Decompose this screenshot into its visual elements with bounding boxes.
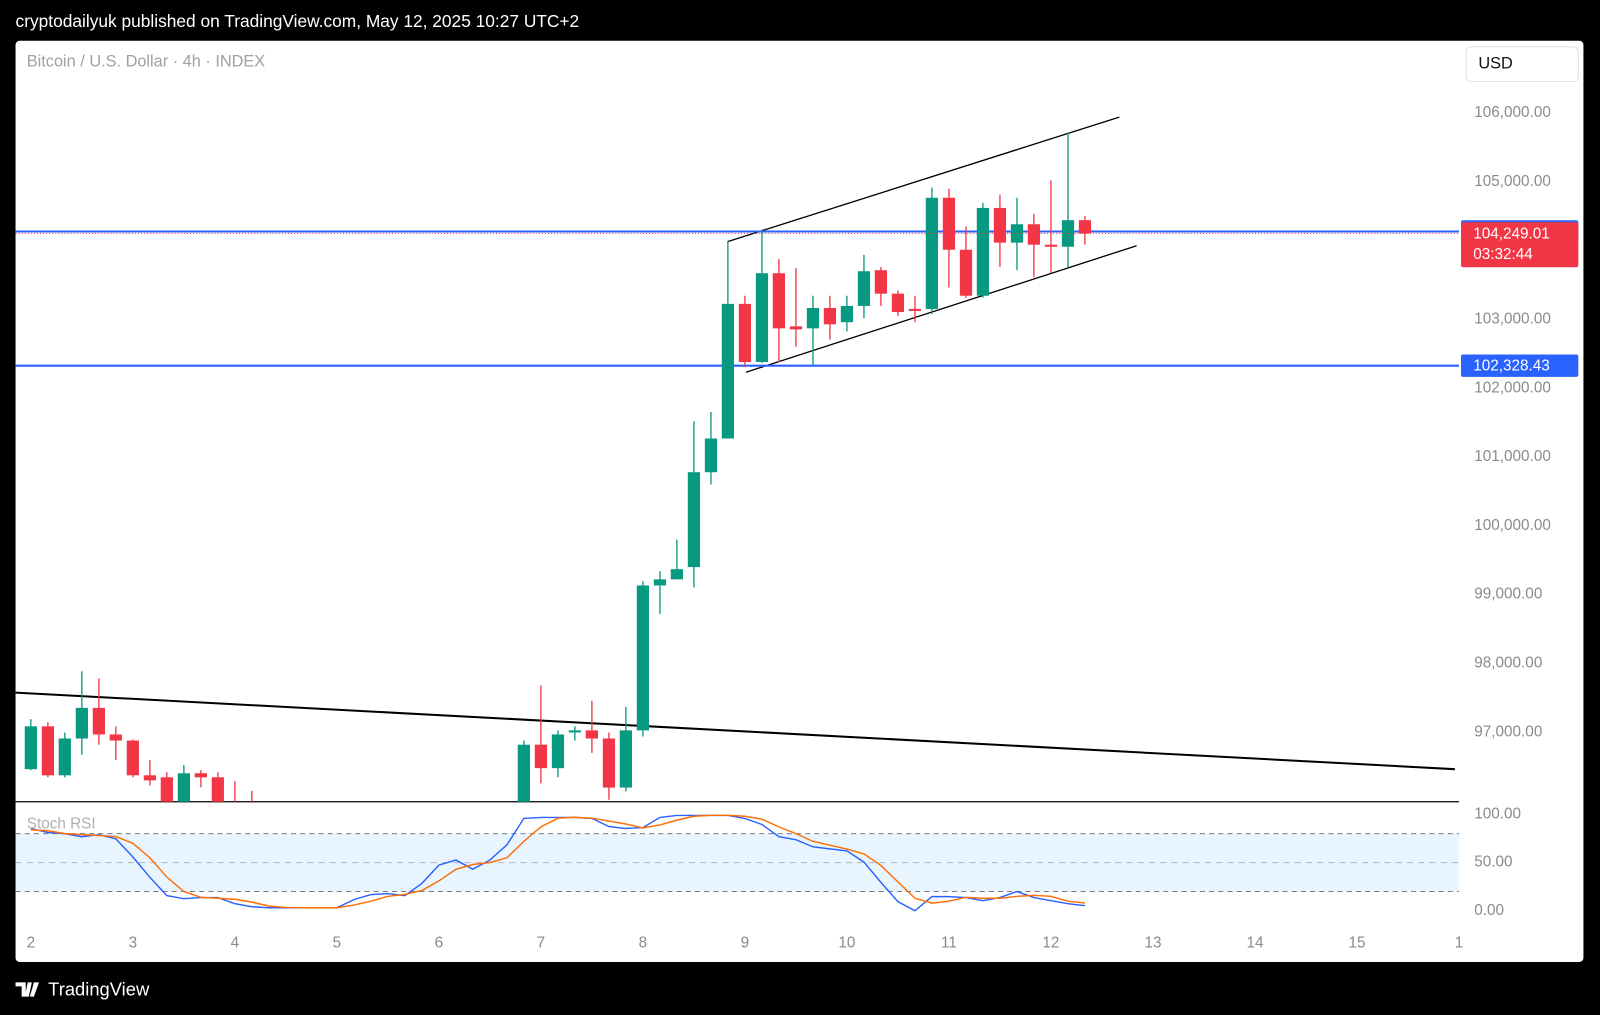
axes: 97,000.0098,000.0099,000.00100,000.00101… [27,104,1579,952]
x-tick-label: 8 [639,935,648,952]
stoch-y-tick-label: 50.00 [1474,854,1512,871]
x-tick-label: 15 [1348,935,1365,952]
candle-body [755,273,769,362]
candle-body [704,438,718,473]
chart-title: Bitcoin / U.S. Dollar · 4h · INDEX [27,53,266,71]
x-tick-label: 7 [537,935,546,952]
chart-panel [15,40,1584,962]
stoch-pane [15,814,1459,912]
y-tick-label: 99,000.00 [1474,586,1542,603]
x-tick-label: 12 [1042,935,1059,952]
candle-body [194,773,208,778]
candle-body [670,569,683,580]
x-tick-label: 13 [1144,935,1161,952]
candle-body [806,307,820,329]
candle-body [772,273,786,329]
x-tick-label: 5 [333,935,342,952]
x-tick-label: 6 [435,935,444,952]
candle-body [211,777,224,802]
candle-body [1027,224,1041,245]
candle-body [874,270,888,294]
price-line-tag [1461,354,1579,377]
candle-body [126,740,139,776]
tradingview-logo [15,982,40,997]
y-tick-label: 106,000.00 [1474,104,1551,121]
candle-body [568,730,581,733]
candle-body [92,707,106,735]
candle-body [636,585,650,731]
candle-body [976,207,990,296]
stoch-y-tick-label: 0.00 [1474,902,1504,919]
candle-body [109,734,122,741]
x-tick-label: 14 [1246,935,1264,952]
candle-body [160,777,173,802]
candle-body [993,207,1007,243]
last-price-tag [1461,222,1579,268]
y-tick-label: 102,000.00 [1474,379,1551,396]
last-price-label: 104,249.01 [1473,226,1550,243]
candle-body [24,726,37,770]
y-tick-label: 101,000.00 [1474,448,1551,465]
x-tick-label: 11 [941,935,957,952]
candle-body [789,326,803,330]
x-tick-label: 2 [27,935,36,952]
currency-label: USD [1478,55,1512,73]
stoch-title: Stoch RSI [27,815,96,832]
candle-body [959,249,973,296]
x-tick-label: 1 [1455,935,1464,952]
x-tick-label: 10 [838,935,855,952]
candle-body [857,271,871,306]
y-tick-label: 97,000.00 [1474,723,1542,740]
candle-body [942,197,956,250]
y-tick-label: 98,000.00 [1474,655,1542,672]
candle-body [653,579,667,586]
trendline [15,691,1455,771]
candle-body [75,707,88,739]
candle-body [721,303,734,439]
stoch-line [30,814,1085,909]
candle-body [908,308,922,312]
candle-body [1044,244,1058,247]
candle-body [551,734,565,769]
candle-body [1061,220,1075,247]
y-tick-label: 105,000.00 [1474,173,1551,190]
candle-body [840,305,854,323]
trendline [745,245,1137,373]
x-tick-label: 3 [129,935,138,952]
stoch-y-tick-label: 100.00 [1474,805,1521,822]
x-tick-label: 9 [741,935,750,952]
candle-body [602,738,616,788]
y-tick-label: 100,000.00 [1474,517,1551,534]
candle-body [58,738,71,776]
candle-body [891,293,905,313]
x-tick-label: 4 [231,935,240,952]
y-tick-label: 103,000.00 [1474,311,1551,328]
candle-body [1078,220,1092,234]
publish-header: cryptodailyuk published on TradingView.c… [16,11,580,31]
candle-body [738,303,752,362]
candle-body [534,744,548,769]
price-pane [15,116,1459,802]
price-line-label: 102,328.43 [1473,358,1550,375]
trendline [727,116,1120,243]
candle-body [585,730,599,739]
bar-countdown: 03:32:44 [1473,246,1533,263]
candle-body [823,307,837,325]
currency-button[interactable] [1465,46,1579,83]
candle-body [517,744,530,802]
candle-body [925,197,939,309]
footer-brand: TradingView [48,978,150,999]
candle-body [687,472,701,568]
candle-body [143,775,157,781]
candle-body [41,726,55,776]
candle-body [619,730,632,788]
candle-body [177,773,190,802]
